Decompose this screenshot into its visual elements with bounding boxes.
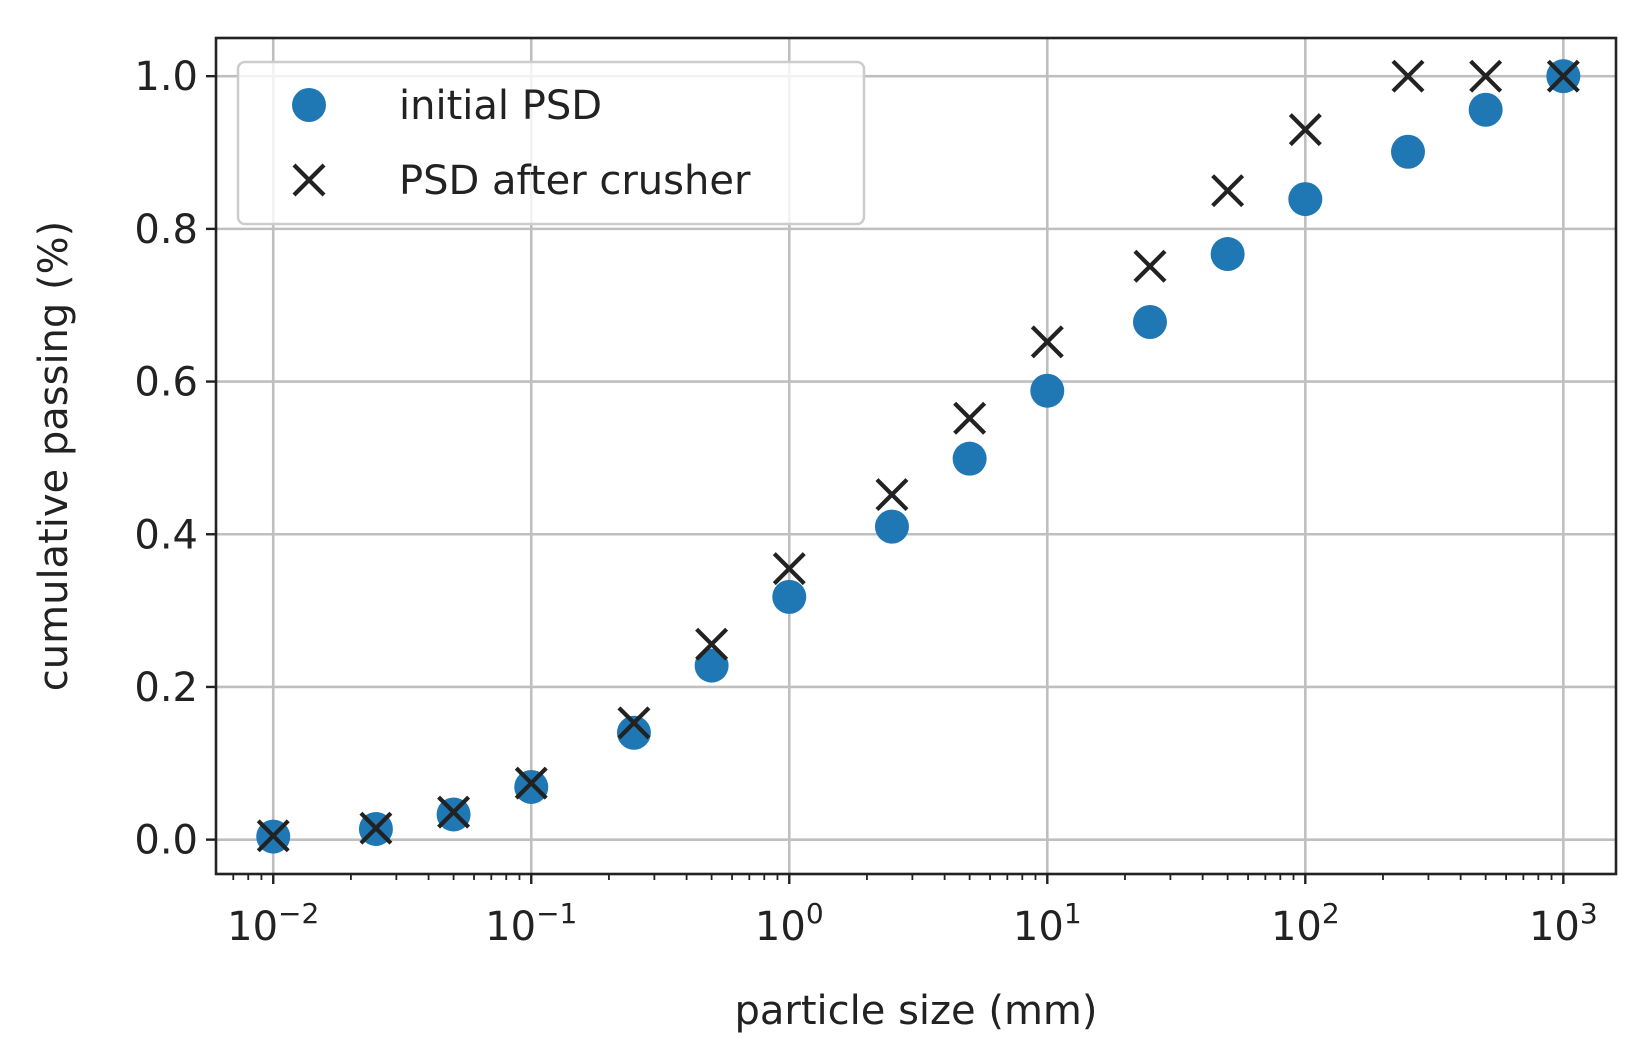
y-tick-label: 0.8	[134, 207, 198, 253]
data-point-initial-psd	[514, 769, 549, 804]
legend: initial PSD PSD after crusher	[236, 60, 866, 226]
y-tick-label: 0.6	[134, 360, 198, 406]
data-point-psd-after-crusher	[617, 706, 651, 740]
data-point-psd-after-crusher	[514, 766, 548, 800]
data-point-initial-psd	[1468, 92, 1503, 127]
y-tick-label: 1.0	[134, 54, 198, 100]
series-psd-after-crusher	[256, 59, 1580, 853]
y-tick-label: 0.4	[134, 512, 198, 558]
data-point-initial-psd	[1132, 305, 1167, 340]
legend-label-psd-after-crusher: PSD after crusher	[399, 158, 751, 204]
legend-box	[236, 60, 866, 226]
data-point-psd-after-crusher	[1030, 325, 1064, 359]
data-point-psd-after-crusher	[437, 795, 471, 829]
data-point-initial-psd	[1030, 373, 1065, 408]
data-point-initial-psd	[874, 509, 909, 544]
marks-layer	[256, 59, 1581, 854]
x-tick-label: 10−2	[227, 897, 319, 950]
data-point-psd-after-crusher	[772, 552, 806, 586]
tick-label-layer: 10−2 10−1 100 101 102 103 0.0 0.2 0.4 0.6 0.8 1.0	[134, 54, 1597, 950]
y-axis-label: cumulative passing (%)	[31, 221, 77, 691]
data-point-initial-psd	[1210, 237, 1245, 272]
data-point-psd-after-crusher	[1469, 59, 1503, 93]
x-tick-label: 100	[755, 897, 824, 950]
data-point-initial-psd	[952, 441, 987, 476]
data-point-initial-psd	[772, 579, 807, 614]
x-tick-label: 103	[1529, 897, 1598, 950]
legend-label-initial-psd: initial PSD	[399, 83, 602, 129]
data-point-psd-after-crusher	[1391, 59, 1425, 93]
data-point-initial-psd	[1390, 134, 1425, 169]
data-point-psd-after-crusher	[695, 627, 729, 661]
data-point-psd-after-crusher	[953, 401, 987, 435]
data-point-psd-after-crusher	[1288, 113, 1322, 147]
data-point-psd-after-crusher	[1546, 59, 1580, 93]
data-point-psd-after-crusher	[256, 819, 290, 853]
y-tick-label: 0.0	[134, 818, 198, 864]
plot-frame	[214, 36, 1618, 876]
y-tick-label: 0.2	[134, 665, 198, 711]
legend-marker-psd-after-crusher	[292, 163, 326, 197]
data-point-psd-after-crusher	[1133, 249, 1167, 283]
data-point-psd-after-crusher	[875, 478, 909, 512]
x-tick-label: 102	[1271, 897, 1340, 950]
x-tick-label: 10−1	[485, 897, 577, 950]
data-point-initial-psd	[1288, 182, 1323, 217]
data-point-initial-psd	[694, 648, 729, 683]
x-axis-label: particle size (mm)	[735, 988, 1098, 1034]
data-point-initial-psd	[616, 715, 651, 750]
legend-marker-initial-psd	[292, 88, 326, 122]
data-point-psd-after-crusher	[359, 811, 393, 845]
x-tick-label: 101	[1013, 897, 1082, 950]
data-point-psd-after-crusher	[1211, 174, 1245, 208]
